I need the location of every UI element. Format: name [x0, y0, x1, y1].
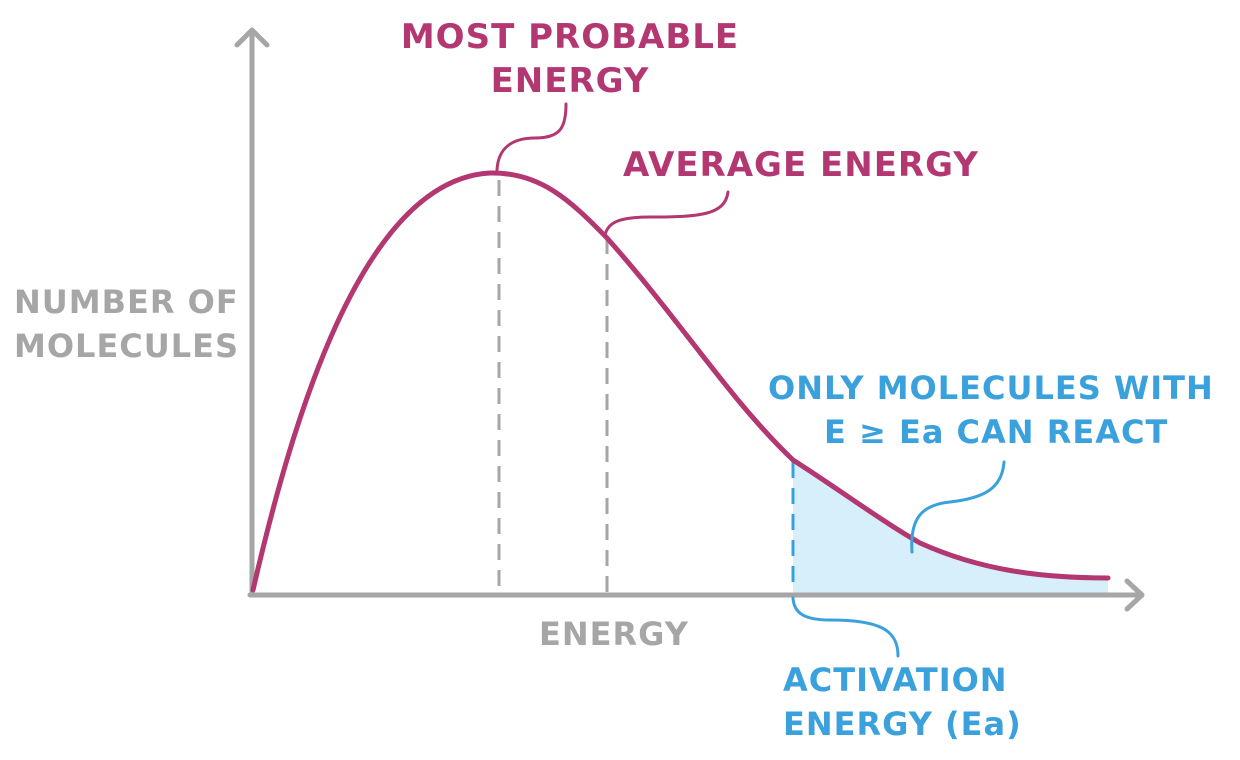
activation-line-2: ENERGY (Ea)	[783, 705, 1022, 743]
most-probable-line-1: MOST PROBABLE	[400, 17, 740, 57]
y-axis-line-1: NUMBER OF	[14, 283, 239, 321]
activation-line-1: ACTIVATION	[783, 661, 1008, 699]
average-energy-text: AVERAGE ENERGY	[623, 145, 979, 185]
only-molecules-label: ONLY MOLECULES WITH E ≥ Ea CAN REACT	[768, 366, 1214, 454]
axes	[234, 27, 1145, 612]
y-axis-line-2: MOLECULES	[14, 327, 240, 365]
only-molecules-leader	[910, 460, 1006, 554]
reacting-molecules-area	[793, 460, 1108, 594]
average-energy-label: AVERAGE ENERGY	[623, 143, 979, 187]
x-axis-text: ENERGY	[539, 615, 689, 653]
activation-leader	[791, 596, 900, 658]
activation-energy-label: ACTIVATION ENERGY (Ea)	[783, 658, 1022, 746]
most-probable-energy-label: MOST PROBABLE ENERGY	[400, 15, 740, 103]
distribution-curve	[250, 170, 1111, 593]
only-molecules-line-2: E ≥ Ea CAN REACT	[824, 413, 1169, 451]
most-probable-leader	[495, 102, 568, 172]
y-axis-label: NUMBER OF MOLECULES	[14, 280, 239, 368]
most-probable-line-2: ENERGY	[490, 61, 650, 101]
x-axis-label: ENERGY	[539, 612, 689, 656]
average-leader	[603, 190, 730, 237]
only-molecules-line-1: ONLY MOLECULES WITH	[768, 369, 1214, 407]
y-axis-arrowhead	[234, 27, 270, 48]
x-axis-arrowhead	[1124, 578, 1145, 612]
